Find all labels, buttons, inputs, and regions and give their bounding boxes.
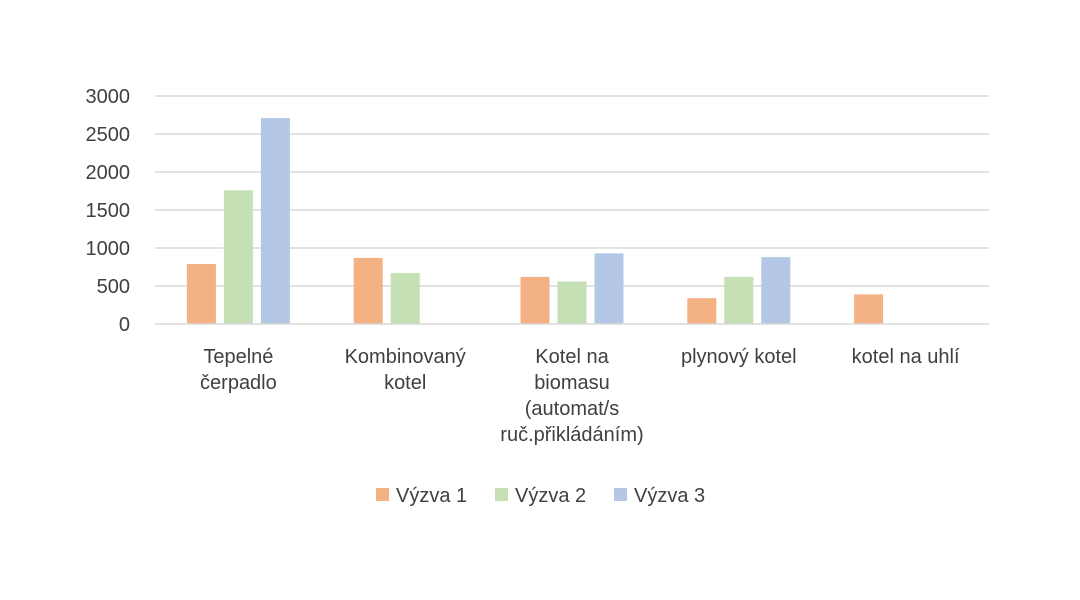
bar	[186, 263, 216, 324]
legend: Výzva 1 Výzva 2 Výzva 3	[376, 485, 705, 507]
bar	[854, 294, 884, 324]
bar	[353, 257, 383, 324]
bar	[520, 276, 550, 324]
y-tick-label: 0	[119, 314, 130, 336]
x-axis-categories: Tepelné čerpadlo Kombinovaný kotel Kotel na b…	[200, 346, 960, 446]
x-category-label: (automat/s	[525, 398, 619, 420]
legend-swatch	[376, 488, 389, 501]
x-category-label: Kombinovaný	[345, 346, 466, 368]
bar	[557, 281, 587, 324]
legend-label: Výzva 3	[634, 485, 705, 507]
y-tick-label: 3000	[86, 86, 131, 108]
x-category-label: kotel	[384, 372, 426, 394]
y-tick-label: 2000	[86, 162, 131, 184]
legend-label: Výzva 2	[515, 485, 586, 507]
legend-swatch	[614, 488, 627, 501]
bar	[687, 298, 717, 324]
x-category-label: plynový kotel	[681, 346, 797, 368]
gridlines	[155, 95, 989, 287]
y-axis-ticks: 0 500 1000 1500 2000 2500 3000	[86, 86, 131, 336]
x-category-label: biomasu	[534, 372, 610, 394]
bar	[724, 276, 754, 324]
bar	[260, 118, 290, 324]
bar	[761, 257, 791, 324]
legend-swatch	[495, 488, 508, 501]
legend-label: Výzva 1	[396, 485, 467, 507]
y-tick-label: 1500	[86, 200, 131, 222]
x-category-label: ruč.přikládáním)	[500, 424, 643, 446]
y-tick-label: 500	[97, 276, 130, 298]
y-tick-label: 2500	[86, 124, 131, 146]
bar	[223, 190, 253, 324]
bars	[186, 118, 884, 324]
x-category-label: Tepelné	[203, 346, 273, 368]
y-tick-label: 1000	[86, 238, 131, 260]
x-category-label: čerpadlo	[200, 372, 277, 394]
x-category-label: Kotel na	[535, 346, 609, 368]
x-category-label: kotel na uhlí	[852, 346, 960, 368]
bar	[594, 253, 624, 324]
bar	[390, 273, 420, 324]
